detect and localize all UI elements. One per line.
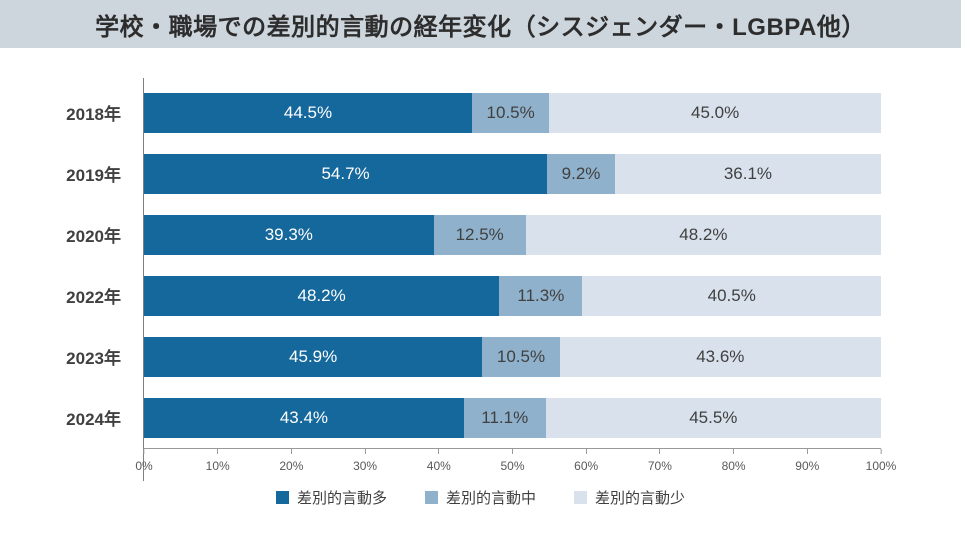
legend-label: 差別的言動少 <box>595 490 686 507</box>
legend-swatch-icon <box>424 491 438 504</box>
tick-label: 80% <box>721 459 746 473</box>
title-bar: 学校・職場での差別的言動の経年変化（シスジェンダー・LGBPA他） <box>0 0 961 48</box>
tick-label: 50% <box>500 459 525 473</box>
bar-segment-high: 45.9% <box>144 336 483 377</box>
tick-mark <box>880 449 882 454</box>
tick-mark <box>143 449 145 454</box>
year-label: 2020年 <box>66 227 121 246</box>
stacked-bar: 39.3% 12.5% 48.2% <box>144 214 881 255</box>
axis-tick: 20% <box>279 449 303 473</box>
bar-segment-high: 43.4% <box>144 397 464 438</box>
axis-tick: 50% <box>500 449 525 473</box>
axis-tick: 0% <box>135 449 153 473</box>
bar-row: 48.2% 11.3% 40.5% <box>144 265 881 326</box>
category-axis: 2018年 2019年 2020年 2022年 2023年 2024年 <box>0 78 143 481</box>
tick-mark <box>364 449 366 454</box>
stacked-bar: 48.2% 11.3% 40.5% <box>144 275 881 316</box>
x-axis: 0% 10% 20% 30% 40% 50% 60% 70% 80% 90% 1… <box>135 448 896 481</box>
bar-segment-mid: 11.1% <box>463 397 546 438</box>
tick-mark <box>290 449 292 454</box>
legend-item-high: 差別的言動多 <box>275 487 387 508</box>
bar-segment-low: 48.2% <box>525 214 881 255</box>
bar-row: 39.3% 12.5% 48.2% <box>144 204 881 265</box>
bar-segment-high: 54.7% <box>144 153 548 194</box>
tick-mark <box>806 449 808 454</box>
bar-segment-high: 48.2% <box>144 275 500 316</box>
bar-segment-high: 44.5% <box>144 92 472 133</box>
tick-label: 90% <box>795 459 820 473</box>
legend-swatch-icon <box>275 491 289 504</box>
bar-segment-low: 40.5% <box>582 275 881 316</box>
legend-label: 差別的言動多 <box>296 490 387 507</box>
tick-mark <box>585 449 587 454</box>
bar-row: 45.9% 10.5% 43.6% <box>144 326 881 387</box>
tick-mark <box>438 449 440 454</box>
tick-label: 30% <box>353 459 378 473</box>
bar-segment-low: 43.6% <box>559 336 881 377</box>
legend-item-low: 差別的言動少 <box>574 487 685 508</box>
stacked-bar: 54.7% 9.2% 36.1% <box>144 153 881 194</box>
year-label: 2024年 <box>66 410 121 429</box>
bar-segment-mid: 11.3% <box>499 275 583 316</box>
tick-label: 40% <box>426 459 451 473</box>
plot-area: 44.5% 10.5% 45.0% 54.7% 9.2% 36.1% 39.3%… <box>135 78 896 481</box>
axis-tick: 40% <box>427 449 451 473</box>
bar-segment-mid: 9.2% <box>547 153 615 194</box>
year-label: 2018年 <box>66 105 121 124</box>
tick-label: 60% <box>574 459 599 473</box>
axis-tick: 80% <box>722 449 746 473</box>
bar-segment-mid: 10.5% <box>482 336 560 377</box>
stacked-bar: 45.9% 10.5% 43.6% <box>144 336 881 377</box>
axis-tick: 100% <box>865 449 897 473</box>
tick-label: 70% <box>647 459 672 473</box>
tick-mark <box>512 449 513 454</box>
tick-label: 100% <box>865 459 897 473</box>
tick-mark <box>659 449 661 454</box>
tick-label: 0% <box>135 459 153 473</box>
bar-row: 44.5% 10.5% 45.0% <box>144 82 881 143</box>
axis-tick: 60% <box>574 449 598 473</box>
bar-segment-mid: 12.5% <box>433 214 526 255</box>
bar-segment-low: 45.5% <box>545 397 881 438</box>
axis-tick: 90% <box>795 449 819 473</box>
bar-row: 54.7% 9.2% 36.1% <box>144 143 881 204</box>
legend-label: 差別的言動中 <box>445 490 536 507</box>
bar-segment-mid: 10.5% <box>471 92 550 133</box>
bar-segment-low: 45.0% <box>549 92 881 133</box>
stacked-bar: 43.4% 11.1% 45.5% <box>144 397 881 438</box>
legend-item-mid: 差別的言動中 <box>424 487 536 508</box>
year-label: 2019年 <box>66 166 121 185</box>
axis-tick: 30% <box>353 449 377 473</box>
chart-title: 学校・職場での差別的言動の経年変化（シスジェンダー・LGBPA他） <box>95 13 866 41</box>
axis-tick: 70% <box>648 449 672 473</box>
stacked-bar-chart: 2018年 2019年 2020年 2022年 2023年 2024年 44.5… <box>0 48 961 481</box>
bar-row: 43.4% 11.1% 45.5% <box>144 387 881 448</box>
legend-swatch-icon <box>574 491 587 504</box>
bar-segment-high: 39.3% <box>144 214 434 255</box>
tick-mark <box>733 449 735 454</box>
tick-label: 20% <box>279 459 304 473</box>
tick-mark <box>217 449 219 454</box>
legend: 差別的言動多 差別的言動中 差別的言動少 <box>0 487 961 508</box>
axis-tick: 10% <box>206 449 230 473</box>
year-label: 2022年 <box>66 288 121 307</box>
stacked-bar: 44.5% 10.5% 45.0% <box>144 92 881 133</box>
bar-segment-low: 36.1% <box>614 153 881 194</box>
tick-label: 10% <box>205 459 230 473</box>
year-label: 2023年 <box>66 349 121 368</box>
